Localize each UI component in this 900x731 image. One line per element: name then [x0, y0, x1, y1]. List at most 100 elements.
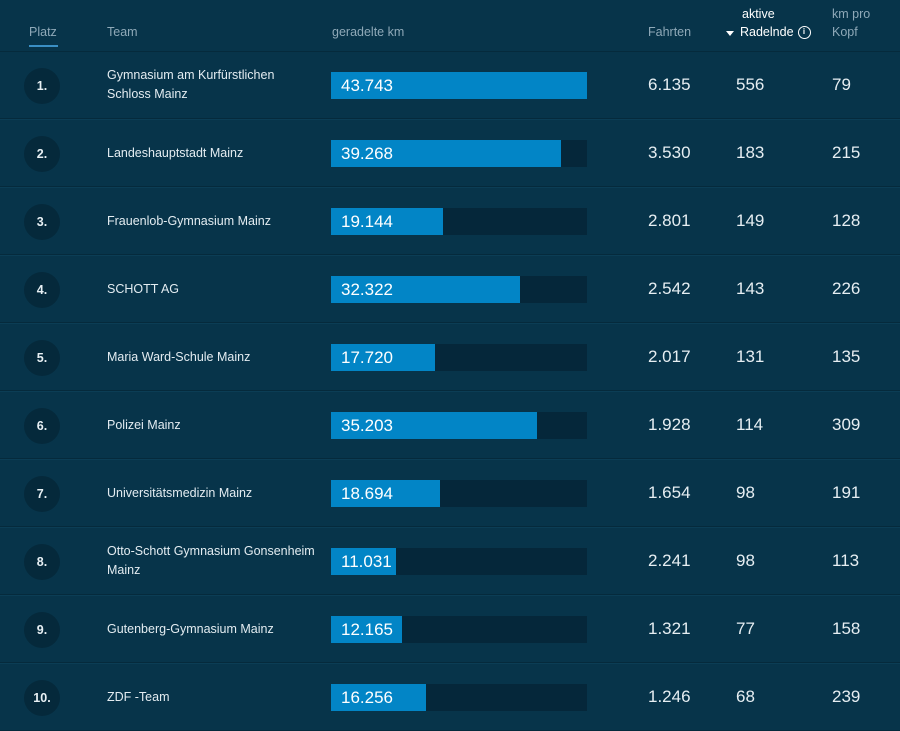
km-pro-kopf-value: 239	[832, 687, 861, 706]
table-header: Platz Team geradelte km Fahrten aktive R…	[0, 0, 900, 52]
km-value: 12.165	[341, 620, 393, 639]
aktive-radelnde-value: 114	[736, 415, 764, 434]
team-name[interactable]: ZDF -Team	[107, 689, 170, 704]
km-pro-kopf-value: 215	[832, 143, 861, 162]
aktive-radelnde-value: 143	[736, 279, 765, 298]
fahrten-value: 1.246	[648, 687, 691, 706]
km-bar-track: 43.743	[331, 72, 587, 99]
km-bar-track: 11.031	[331, 548, 587, 575]
header-aktive-line1: aktive	[742, 7, 775, 21]
rank-badge: 4.	[24, 272, 60, 308]
table-row[interactable]: 9. Gutenberg-Gymnasium Mainz 12.165 1.32…	[0, 596, 900, 663]
fahrten-value: 2.017	[648, 347, 691, 366]
table-row[interactable]: 5. Maria Ward-Schule Mainz 17.720 2.017 …	[0, 324, 900, 391]
team-name[interactable]: Universitätsmedizin Mainz	[107, 485, 253, 500]
km-value: 17.720	[341, 348, 393, 367]
active-column-indicator	[29, 45, 58, 47]
km-bar-fill	[331, 480, 441, 507]
team-name[interactable]: Maria Ward-Schule Mainz	[107, 349, 251, 364]
fahrten-value: 2.801	[648, 211, 691, 230]
km-bar-fill	[331, 412, 538, 439]
header-aktive-line2: Radelnde	[740, 25, 794, 39]
team-name[interactable]: Gutenberg-Gymnasium Mainz	[107, 621, 274, 636]
fahrten-value: 2.542	[648, 279, 691, 298]
km-bar-track: 12.165	[331, 616, 587, 643]
km-bar-track: 39.268	[331, 140, 587, 167]
fahrten-value: 1.928	[648, 415, 691, 434]
fahrten-value: 6.135	[648, 75, 691, 94]
column-header-aktive-radelnde[interactable]: aktive Radelnde i	[726, 5, 811, 41]
km-bar-fill	[331, 344, 435, 371]
aktive-radelnde-value: 98	[736, 483, 755, 502]
table-body: 1. Gymnasium am Kurfürstlichen Schloss M…	[0, 52, 900, 731]
rank-badge: 6.	[24, 408, 60, 444]
table-row[interactable]: 2. Landeshauptstadt Mainz 39.268 3.530 1…	[0, 120, 900, 187]
column-header-km[interactable]: geradelte km	[332, 25, 405, 39]
table-row[interactable]: 1. Gymnasium am Kurfürstlichen Schloss M…	[0, 52, 900, 119]
team-name[interactable]: Polizei Mainz	[107, 417, 181, 432]
km-bar-track: 32.322	[331, 276, 587, 303]
km-bar-fill	[331, 548, 396, 575]
km-value: 39.268	[341, 144, 393, 163]
km-bar-track: 16.256	[331, 684, 587, 711]
rank-badge: 1.	[24, 68, 60, 104]
rank-badge: 2.	[24, 136, 60, 172]
fahrten-value: 2.241	[648, 551, 691, 570]
rank-badge: 8.	[24, 544, 60, 580]
header-kopf-line2: Kopf	[832, 25, 858, 39]
header-kopf-line1: km pro	[832, 7, 871, 21]
fahrten-value: 3.530	[648, 143, 691, 162]
km-pro-kopf-value: 113	[832, 551, 860, 570]
team-name[interactable]: Otto-Schott Gymnasium Gonsenheim Mainz	[107, 544, 315, 577]
team-name[interactable]: Landeshauptstadt Mainz	[107, 145, 244, 160]
aktive-radelnde-value: 556	[736, 75, 765, 94]
rank-badge: 7.	[24, 476, 60, 512]
km-bar-track: 18.694	[331, 480, 587, 507]
table-row[interactable]: 3. Frauenlob-Gymnasium Mainz 19.144 2.80…	[0, 188, 900, 255]
km-pro-kopf-value: 191	[832, 483, 861, 502]
km-value: 43.743	[341, 76, 393, 95]
table-row[interactable]: 7. Universitätsmedizin Mainz 18.694 1.65…	[0, 460, 900, 527]
km-bar-fill	[331, 616, 403, 643]
km-value: 11.031	[341, 552, 392, 571]
km-bar-fill	[331, 208, 444, 235]
fahrten-value: 1.321	[648, 619, 691, 638]
rank-badge: 10.	[24, 680, 60, 716]
km-bar-track: 35.203	[331, 412, 587, 439]
column-header-km-pro-kopf[interactable]: km pro Kopf	[832, 5, 870, 41]
column-header-platz[interactable]: Platz	[29, 25, 57, 39]
table-row[interactable]: 10. ZDF -Team 16.256 1.246 68 239	[0, 664, 900, 731]
table-row[interactable]: 6. Polizei Mainz 35.203 1.928 114 309	[0, 392, 900, 459]
km-pro-kopf-value: 226	[832, 279, 861, 298]
aktive-radelnde-value: 98	[736, 551, 755, 570]
info-icon[interactable]: i	[797, 25, 811, 39]
sort-descending-icon[interactable]	[726, 30, 734, 36]
team-name[interactable]: Gymnasium am Kurfürstlichen Schloss Main…	[107, 68, 275, 101]
km-value: 16.256	[341, 688, 393, 707]
km-value: 19.144	[341, 212, 393, 231]
aktive-radelnde-value: 68	[736, 687, 755, 706]
km-bar-fill	[331, 140, 561, 167]
rank-badge: 5.	[24, 340, 60, 376]
km-pro-kopf-value: 135	[832, 347, 861, 366]
column-header-fahrten[interactable]: Fahrten	[648, 25, 692, 39]
table-row[interactable]: 8. Otto-Schott Gymnasium Gonsenheim Main…	[0, 528, 900, 595]
km-pro-kopf-value: 309	[832, 415, 861, 434]
table-row[interactable]: 4. SCHOTT AG 32.322 2.542 143 226	[0, 256, 900, 323]
aktive-radelnde-value: 131	[736, 347, 765, 366]
team-name[interactable]: Frauenlob-Gymnasium Mainz	[107, 213, 271, 228]
km-bar-track: 17.720	[331, 344, 587, 371]
aktive-radelnde-value: 149	[736, 211, 765, 230]
km-bar-fill	[331, 684, 427, 711]
rank-badge: 9.	[24, 612, 60, 648]
km-value: 18.694	[341, 484, 393, 503]
km-pro-kopf-value: 158	[832, 619, 861, 638]
km-pro-kopf-value: 128	[832, 211, 861, 230]
column-header-team[interactable]: Team	[107, 25, 138, 39]
km-value: 32.322	[341, 280, 393, 299]
team-name[interactable]: SCHOTT AG	[107, 281, 180, 296]
aktive-radelnde-value: 183	[736, 143, 765, 162]
km-pro-kopf-value: 79	[832, 75, 851, 94]
km-bar-fill	[331, 276, 521, 303]
